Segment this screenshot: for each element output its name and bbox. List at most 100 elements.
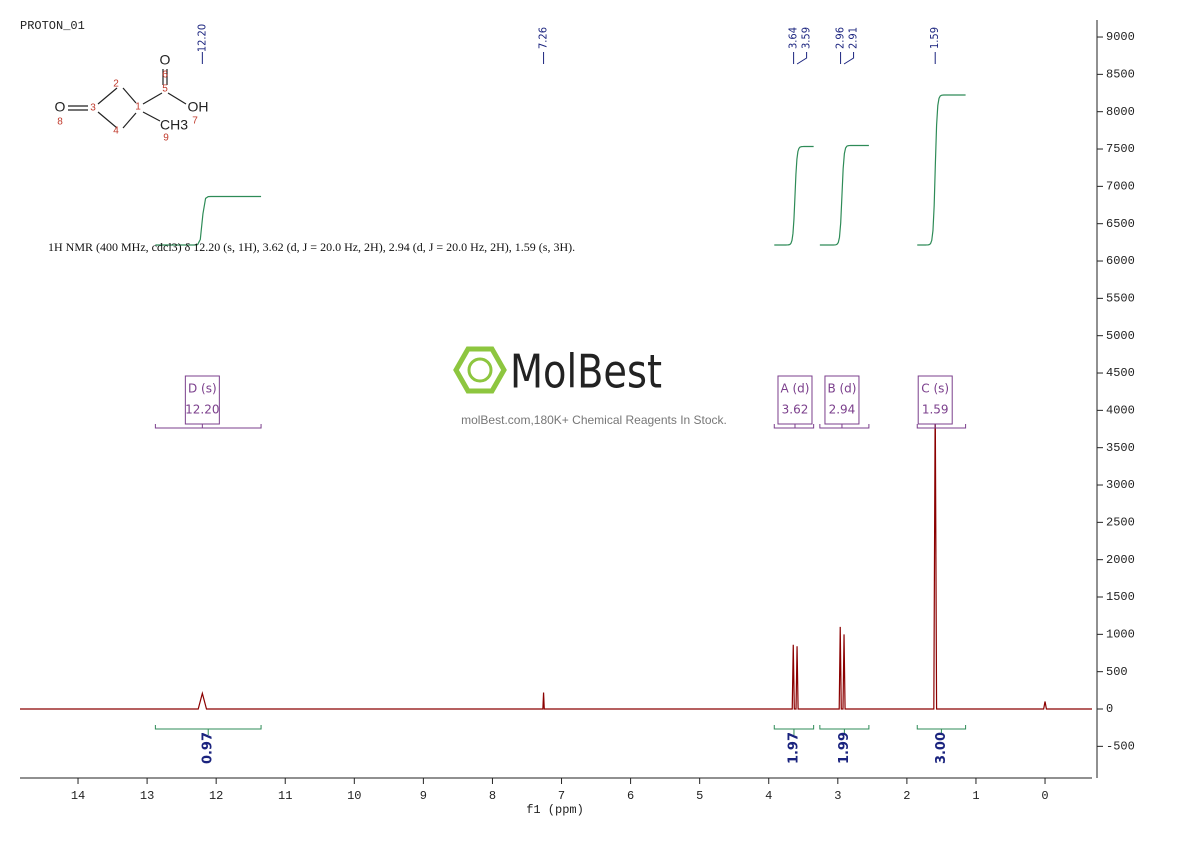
integral-label: 1.97 [786,732,801,764]
multiplet-range [773,424,815,429]
y-tick-label: 500 [1106,665,1128,679]
bond [122,112,137,129]
x-tick-label: 14 [71,789,85,803]
x-tick-label: 8 [489,789,496,803]
y-tick-label: 8500 [1106,68,1135,82]
x-tick-label: 7 [558,789,565,803]
x-tick-label: 10 [347,789,361,803]
y-tick-label: 1500 [1106,590,1135,604]
y-tick-label: 5000 [1106,329,1135,343]
integral-curve [774,145,814,246]
watermark: MolBest molBest.com,180K+ Chemical Reage… [453,345,727,427]
atom-number: 3 [90,103,96,114]
atom-label: O [160,52,171,68]
integral-range [773,725,815,735]
x-tick-label: 2 [903,789,910,803]
x-tick-label: 9 [420,789,427,803]
multiplet-shift: 1.59 [922,403,949,417]
x-axis-label: f1 (ppm) [526,803,584,817]
spectrum-line [20,395,1092,710]
y-tick-label: -500 [1106,740,1135,754]
multiplet-box [824,375,860,425]
multiplet-label: C (s) [921,382,949,396]
integral-range [154,725,262,735]
multiplet-box [777,375,813,425]
structure-labels: O O OH CH3 1 2 3 4 5 6 7 8 9 [55,52,209,144]
watermark-brand: MolBest [510,345,662,399]
atom-number: 1 [135,102,141,113]
atom-label: OH [188,99,209,115]
x-tick-label: 3 [834,789,841,803]
peak-label: 3.64 [787,27,800,49]
atom-label: CH3 [160,117,188,133]
multiplet-range [916,424,967,429]
y-tick-label: 2000 [1106,553,1135,567]
y-tick-label: 9000 [1106,30,1135,44]
x-tick-label: 6 [627,789,634,803]
x-tick-label: 0 [1041,789,1048,803]
peak-label: 2.91 [847,27,860,49]
y-tick-label: 3000 [1106,478,1135,492]
atom-number: 6 [162,70,168,81]
multiplet-label: B (d) [827,382,856,396]
integral-range [819,725,870,735]
watermark-tagline: molBest.com,180K+ Chemical Reagents In S… [461,413,727,427]
atom-label: O [55,99,66,115]
chart-title: PROTON_01 [20,19,85,33]
y-tick-label: 7500 [1106,142,1135,156]
structure [68,69,187,129]
y-tick-label: 4000 [1106,404,1135,418]
y-tick-label: 6500 [1106,217,1135,231]
atom-number: 5 [162,84,168,95]
atom-number: 9 [163,133,169,144]
y-tick-label: 0 [1106,702,1113,716]
integral-curve [155,195,262,246]
multiplet-label: A (d) [780,382,809,396]
integral-label: 1.99 [837,732,852,764]
y-tick-label: 7000 [1106,180,1135,194]
peak-marker [843,52,855,65]
integral-label: 3.00 [934,732,949,764]
integral-curve [917,94,966,246]
x-tick-label: 5 [696,789,703,803]
y-tick-label: 5500 [1106,292,1135,306]
y-tick-label: 3500 [1106,441,1135,455]
peak-label: 3.59 [800,27,813,49]
bond [167,92,187,105]
x-tick-label: 13 [140,789,154,803]
y-tick-label: 1000 [1106,628,1135,642]
bond [142,111,161,122]
logo [453,346,507,394]
multiplet-range [819,424,870,429]
integral-range [916,725,967,735]
x-tick-label: 4 [765,789,772,803]
y-tick-label: 4500 [1106,366,1135,380]
y-tick-label: 2500 [1106,516,1135,530]
bond [142,92,163,105]
multiplet-range [154,424,262,429]
multiplet-label: D (s) [188,382,217,396]
integral-label: 0.97 [201,732,216,764]
bond [97,111,118,129]
x-tick-label: 12 [209,789,223,803]
bond [122,87,137,104]
y-tick-label: 8000 [1106,105,1135,119]
peak-label: 12.20 [195,24,208,52]
multiplet-shift: 3.62 [782,403,809,417]
peak-label: 2.96 [834,27,847,49]
atom-number: 7 [192,116,198,127]
multiplet-shift: 12.20 [185,403,219,417]
peak-label: 1.59 [928,27,941,49]
atom-number: 4 [113,126,119,137]
atom-number: 8 [57,117,63,128]
x-tick-label: 11 [278,789,292,803]
integral-curve [819,144,869,246]
peak-label: 7.26 [537,27,550,49]
atom-number: 2 [113,79,119,90]
multiplet-shift: 2.94 [829,403,856,417]
y-tick-label: 6000 [1106,254,1135,268]
logo [467,357,493,383]
